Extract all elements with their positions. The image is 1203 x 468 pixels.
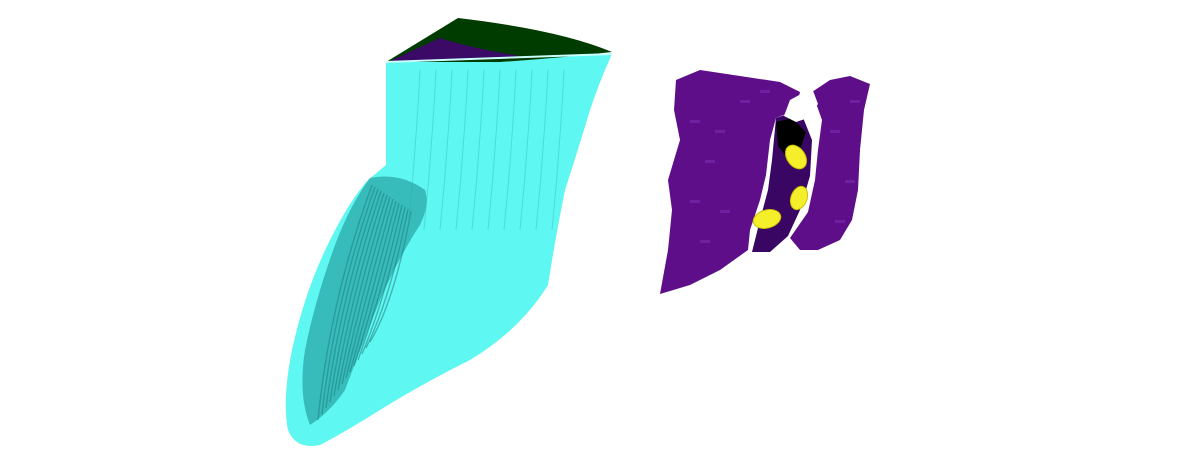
cyan-texture-line	[423, 69, 437, 231]
cyan-texture-line	[407, 69, 421, 231]
purple-speck	[760, 90, 770, 93]
cyan-ridge-line	[333, 192, 385, 397]
cyan-texture-line	[519, 69, 533, 231]
cyan-body	[285, 54, 612, 446]
cyan-ridge-line	[349, 200, 397, 373]
cyan-ridge-line	[361, 206, 406, 355]
cyan-texture-line	[551, 69, 565, 231]
cyan-texture-line	[487, 69, 501, 231]
yellow-blob-1	[785, 144, 807, 170]
cyan-ridge-line	[345, 198, 394, 379]
cyan-ridge-line	[369, 210, 412, 343]
cyan-ridge-line	[341, 196, 391, 385]
cyan-ridge-line	[321, 186, 376, 415]
cyan-texture-line	[439, 69, 453, 231]
cyan-ridge-line	[357, 204, 403, 361]
purple-white-notch	[784, 88, 818, 122]
purple-speck	[700, 240, 710, 243]
purple-speck	[705, 160, 715, 163]
purple-texture	[690, 90, 860, 243]
cyan-cap-edge	[392, 38, 520, 62]
purple-speck	[715, 130, 725, 133]
cyan-texture-line	[503, 69, 517, 231]
purple-left-slab	[660, 70, 800, 294]
purple-fragment-shape	[660, 70, 870, 294]
cyan-ridge-line	[337, 194, 388, 391]
cyan-rim	[385, 53, 613, 63]
purple-speck	[690, 200, 700, 203]
yellow-blob-2	[789, 185, 809, 211]
purple-speck	[830, 130, 840, 133]
purple-right-slab	[790, 76, 870, 250]
purple-speck	[740, 100, 750, 103]
cyan-boot-shape	[285, 18, 613, 446]
purple-speck	[850, 100, 860, 103]
cyan-ridges	[317, 69, 565, 421]
cyan-ridge-line	[365, 208, 409, 349]
cyan-ridge-line	[329, 190, 382, 403]
cyan-ridge-line	[325, 188, 379, 409]
cyan-texture-line	[455, 69, 469, 231]
purple-speck	[835, 220, 845, 223]
purple-speck	[690, 120, 700, 123]
cyan-texture-line	[471, 69, 485, 231]
purple-speck	[720, 210, 730, 213]
cyan-texture-line	[535, 69, 549, 231]
purple-speck	[845, 180, 855, 183]
yellow-blob-3	[752, 209, 782, 229]
cyan-ridge-line	[353, 202, 400, 367]
cyan-ridge-line	[317, 184, 373, 421]
